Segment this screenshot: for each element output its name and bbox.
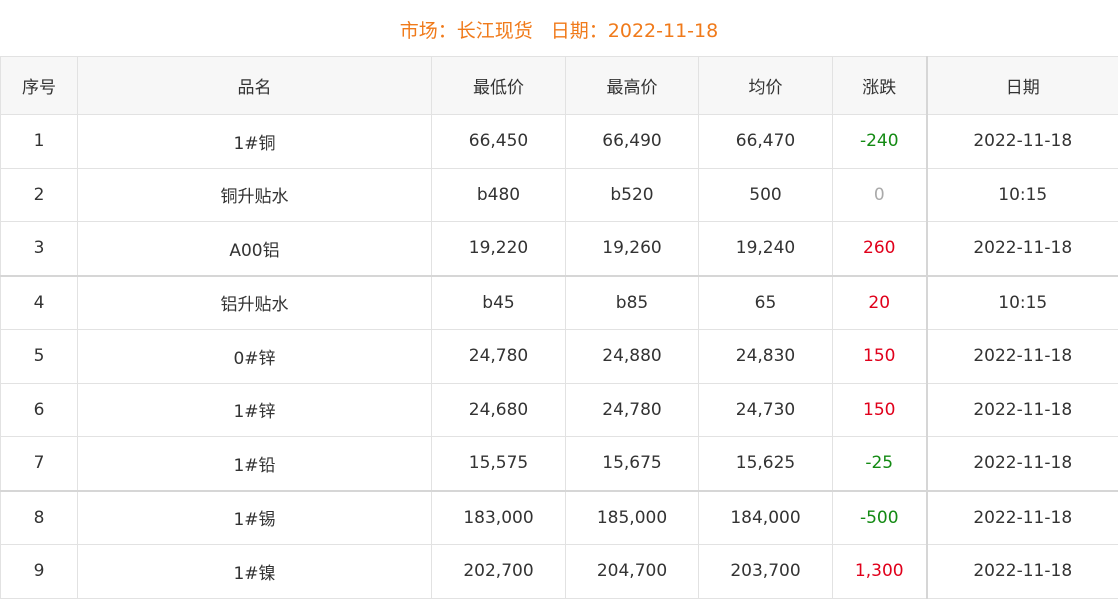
market: 市场：长江现货 [400,20,533,42]
table-cell: A00铝 [78,222,432,276]
column-header: 最低价 [432,57,566,115]
table-cell: 24,730 [699,383,833,437]
table-cell: 2022-11-18 [927,491,1118,545]
table-cell: 1#镍 [78,545,432,599]
table-cell: 5 [1,330,78,384]
column-header: 涨跌 [833,57,927,115]
table-cell: 6 [1,383,78,437]
table-cell: 204,700 [566,545,699,599]
table-cell: 150 [833,330,927,384]
table-cell: 1#铜 [78,115,432,169]
table-cell: 66,490 [566,115,699,169]
table-cell: 3 [1,222,78,276]
table-cell: 24,880 [566,330,699,384]
table-cell: b85 [566,276,699,330]
table-cell: 铜升贴水 [78,168,432,222]
table-cell: 500 [699,168,833,222]
table-cell: 203,700 [699,545,833,599]
column-header: 日期 [927,57,1118,115]
table-cell: 24,780 [566,383,699,437]
column-header: 最高价 [566,57,699,115]
table-cell: 184,000 [699,491,833,545]
table-cell: 24,830 [699,330,833,384]
table-cell: 1,300 [833,545,927,599]
table-cell: 9 [1,545,78,599]
table-cell: 24,680 [432,383,566,437]
column-header: 序号 [1,57,78,115]
table-cell: 2022-11-18 [927,115,1118,169]
table-cell: 4 [1,276,78,330]
table-cell: 10:15 [927,276,1118,330]
title: 市场：长江现货日期：2022-11-18 [0,0,1118,56]
table-cell: 65 [699,276,833,330]
table-cell: 150 [833,383,927,437]
date: 日期：2022-11-18 [551,20,718,42]
table-cell: -500 [833,491,927,545]
table-cell: -240 [833,115,927,169]
table-cell: 1 [1,115,78,169]
table-cell: 8 [1,491,78,545]
table-cell: 183,000 [432,491,566,545]
table-cell: 1#锌 [78,383,432,437]
table-cell: 0#锌 [78,330,432,384]
table-cell: 66,470 [699,115,833,169]
table-cell: 19,220 [432,222,566,276]
table-cell: 2022-11-18 [927,222,1118,276]
table-cell: b520 [566,168,699,222]
column-header: 品名 [78,57,432,115]
table-cell: b45 [432,276,566,330]
table-cell: 15,575 [432,437,566,491]
table-cell: 2022-11-18 [927,437,1118,491]
table-cell: 1#铅 [78,437,432,491]
table-cell: 0 [833,168,927,222]
table-cell: 202,700 [432,545,566,599]
table-cell: 铝升贴水 [78,276,432,330]
header-row: 序号品名最低价最高价均价涨跌日期 [1,57,1118,115]
table-cell: 24,780 [432,330,566,384]
table-cell: 20 [833,276,927,330]
table-cell: 19,260 [566,222,699,276]
table-cell: 1#锡 [78,491,432,545]
table-cell: 19,240 [699,222,833,276]
table-cell: 2 [1,168,78,222]
column-header: 均价 [699,57,833,115]
table-cell: 2022-11-18 [927,545,1118,599]
table-cell: 7 [1,437,78,491]
table-cell: 2022-11-18 [927,383,1118,437]
table-cell: 10:15 [927,168,1118,222]
table-cell: 2022-11-18 [927,330,1118,384]
table-cell: b480 [432,168,566,222]
table-cell: 15,675 [566,437,699,491]
table-cell: 15,625 [699,437,833,491]
table-cell: 185,000 [566,491,699,545]
table-cell: 260 [833,222,927,276]
table-cell: 66,450 [432,115,566,169]
table-cell: -25 [833,437,927,491]
